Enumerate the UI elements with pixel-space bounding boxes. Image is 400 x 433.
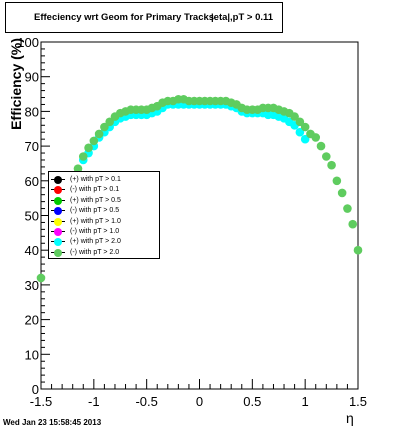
data-point [94,129,104,139]
legend-label: (+) with pT > 0.1 [70,176,121,183]
x-tick-label: 1 [302,394,309,409]
data-point [295,127,305,137]
y-axis-label: Efficiency (%) [8,38,24,130]
data-point [300,134,310,144]
legend-marker [54,196,62,205]
y-tick-label: 80 [25,104,39,119]
y-tick-label: 20 [25,313,39,328]
legend-marker [54,248,62,257]
legend-entry: (+) with pT > 0.5 [49,196,159,206]
y-tick-label: 100 [17,35,39,50]
data-point [300,122,310,132]
data-point [100,122,109,132]
legend-marker [54,186,62,195]
legend-marker [54,176,62,184]
y-tick-label: 90 [25,70,39,85]
data-points [36,94,363,283]
legend-entry: (+) with pT > 0.1 [49,175,159,185]
legend-label: (+) with pT > 2.0 [70,238,121,246]
legend-label: (-) with pT > 0.5 [70,207,120,215]
data-point [295,117,305,127]
legend-entry: (-) with pT > 2.0 [49,248,159,258]
x-tick-label: -1 [88,394,100,409]
legend-label: (+) with pT > 1.0 [70,217,121,225]
data-point [348,219,358,229]
y-tick-label: 70 [25,139,39,154]
legend-entry: (+) with pT > 1.0 [49,217,159,227]
data-point [322,152,331,161]
data-point [353,245,363,255]
legend-label: (-) with pT > 1.0 [70,228,120,235]
x-axis-label: η [346,410,354,426]
legend-marker [54,228,62,236]
legend-marker [54,207,62,216]
data-point [327,160,336,170]
y-tick-label: 0 [32,382,39,397]
legend-label: (-) with pT > 0.1 [70,186,120,194]
data-point [311,133,321,142]
data-point [73,164,83,173]
x-tick-label: -0.5 [135,394,157,409]
legend-label: (-) with pT > 2.0 [70,248,120,256]
legend: (+) with pT > 0.1 (-) with pT > 0.1 (+) wi… [48,171,160,259]
legend-marker [54,238,62,247]
y-tick-label: 40 [25,243,39,258]
data-point [105,117,114,127]
legend-entry: (-) with pT > 1.0 [49,227,159,237]
y-tick-label: 30 [25,278,39,293]
data-point [89,136,99,146]
x-tick-label: 0 [196,394,203,409]
y-tick-label: 50 [25,209,39,224]
x-tick-label: 1.5 [349,394,367,409]
data-point [343,204,352,213]
data-point [78,152,88,161]
x-tick-label: -1.5 [30,394,52,409]
data-point [316,141,326,151]
chart-title: Effeciency wrt Geom for Primary Tracks [34,12,215,23]
y-tick-label: 60 [25,174,39,189]
data-point [290,112,299,121]
legend-entry: (+) with pT > 2.0 [49,237,159,247]
legend-entry: (-) with pT > 0.5 [49,206,159,216]
axes: 0 10 20 30 40 50 60 70 80 90 100 -1.5 -1 -0.5 0 0.5 1 1.5 [17,35,367,409]
title-box: Effeciency wrt Geom for Primary Tracks |… [5,2,283,33]
legend-label: (+) with pT > 0.5 [70,196,121,204]
y-tick-label: 10 [25,347,39,362]
data-point [36,273,46,283]
data-point [84,143,93,153]
data-point [337,188,347,198]
timestamp-footer: Wed Jan 23 15:58:45 2013 [3,418,102,427]
legend-entry: (-) with pT > 0.1 [49,185,159,195]
data-point [332,176,342,186]
legend-marker [54,217,62,226]
chart-title-overlap: |eta|,pT > 0.11 [211,12,274,23]
x-tick-label: 0.5 [243,394,261,409]
